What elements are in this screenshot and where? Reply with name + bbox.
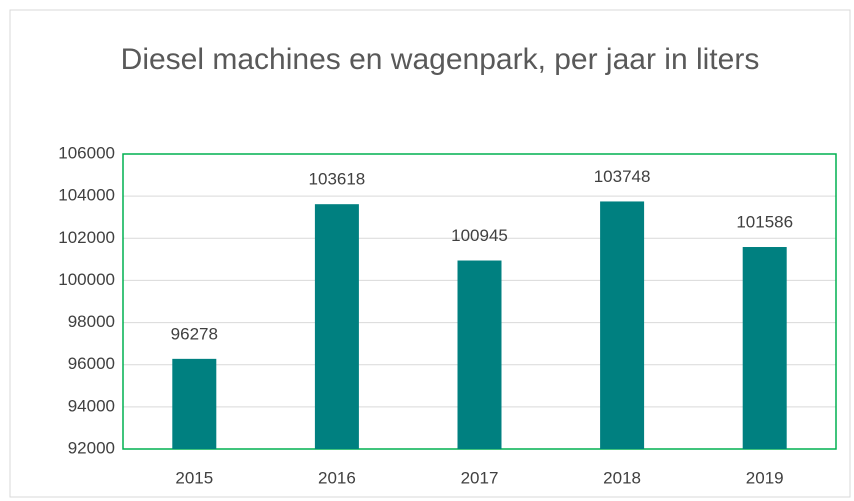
x-tick-label: 2016 xyxy=(318,468,356,487)
y-tick-label: 102000 xyxy=(58,228,115,247)
data-label: 101586 xyxy=(736,212,793,231)
bar xyxy=(172,358,217,449)
x-tick-label: 2019 xyxy=(746,468,784,487)
y-tick-label: 92000 xyxy=(68,438,115,457)
x-tick-label: 2018 xyxy=(603,468,641,487)
chart-title: Diesel machines en wagenpark, per jaar i… xyxy=(120,43,760,76)
bar xyxy=(457,260,502,449)
data-label: 103618 xyxy=(309,170,366,189)
data-label: 100945 xyxy=(451,226,508,245)
chart-border xyxy=(9,9,851,498)
y-tick-label: 100000 xyxy=(58,270,115,289)
bar xyxy=(314,204,359,449)
x-tick-label: 2017 xyxy=(461,468,499,487)
y-tick-label: 106000 xyxy=(58,143,115,162)
data-label: 103748 xyxy=(594,167,651,186)
bar xyxy=(742,247,787,449)
y-tick-label: 96000 xyxy=(68,354,115,373)
y-tick-label: 94000 xyxy=(68,396,115,415)
x-tick-label: 2015 xyxy=(175,468,213,487)
bar xyxy=(600,201,645,449)
y-tick-label: 104000 xyxy=(58,186,115,205)
y-tick-label: 98000 xyxy=(68,312,115,331)
data-label: 96278 xyxy=(171,324,218,343)
